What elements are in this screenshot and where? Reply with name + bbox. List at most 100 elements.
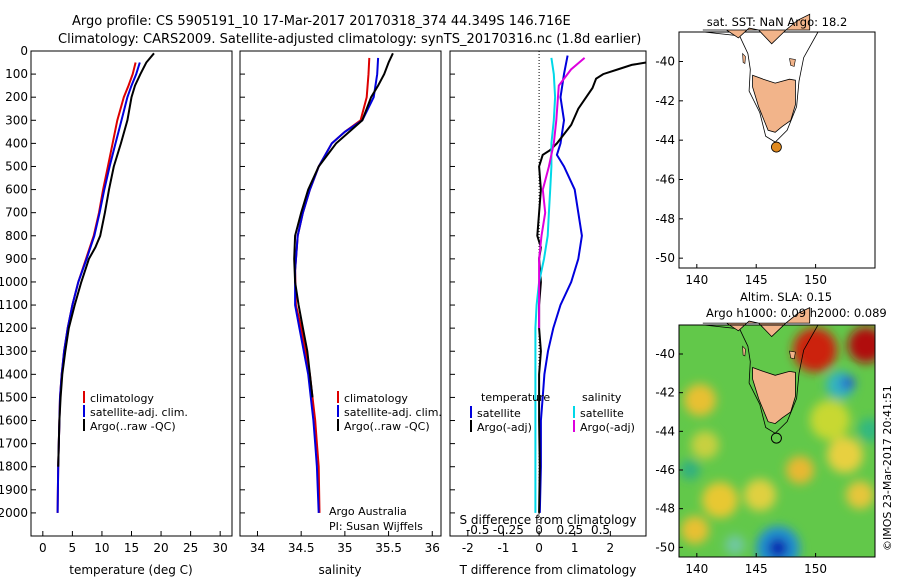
y-tick-label: -42 [655,94,675,108]
x-tick-label: 35.5 [375,541,402,555]
y-tick-label: -48 [655,212,675,226]
y-tick-label: 1300 [0,344,28,358]
x-tick-label: 35 [337,541,352,555]
sla-blobs [680,327,875,557]
legend-label: satellite-adj. clim. [90,406,188,419]
difference-plot: -2 -1 0 1 2 -0.5 -0.25 0 0.25 0.5 temperature salin… [450,50,647,555]
series-line [57,52,155,467]
x-tick-label: 25 [183,541,198,555]
y-tick-label: 500 [5,159,28,173]
salinity-annotation-line1: Argo Australia [329,505,407,518]
series-line [538,57,586,329]
x-tick-label: 1 [571,541,579,555]
legend-label: satellite [477,407,521,420]
salinity-plot: 34 34.5 35 35.5 36 climatologysatellite-adj. … [240,50,442,555]
sla-anomaly-blob [841,376,855,390]
sst-map-title: sat. SST: NaN Argo: 18.2 [707,15,848,29]
x-tick-label: 2 [607,541,615,555]
x-tick-label: 145 [745,273,768,287]
y-tick-label: 1400 [0,367,28,381]
y-tick-label: 300 [5,113,28,127]
x-tick-label: 10 [94,541,109,555]
king-island-land [742,52,746,64]
y-tick-label: 100 [5,67,28,81]
x-tick-label-salinity: 0.5 [591,523,610,537]
legend-label: Argo(-adj) [580,421,635,434]
king-island-land [742,345,746,357]
x-tick-label: 34 [250,541,265,555]
y-tick-label: -40 [655,55,675,69]
x-tick-label-salinity: 0 [535,523,543,537]
sla-anomaly-blob [680,460,700,480]
figure-title-line1: Argo profile: CS 5905191_10 17-Mar-2017 … [72,14,571,29]
difference-top-xlabel: S difference from climatology [460,513,637,527]
y-tick-label: -48 [655,502,675,516]
series-line [56,62,141,513]
legend-label: Argo(-adj) [477,421,532,434]
y-tick-label: -44 [655,133,675,147]
y-tick-label: 1500 [0,390,28,404]
series-line [293,52,394,398]
x-tick-label: 20 [153,541,168,555]
tasmania-land [752,74,796,133]
series-line [294,57,371,513]
mainland-land [702,306,811,338]
x-tick-label-salinity: -0.25 [493,523,524,537]
y-tick-label: 1200 [0,321,28,335]
x-tick-label: 145 [745,562,768,576]
legend-group-title: salinity [582,391,622,404]
difference-xlabel: T difference from climatology [459,563,637,577]
salinity-panel-frame [239,50,442,537]
series-line [534,57,557,513]
sla-anomaly-blob [691,431,719,459]
flinders-island-land [789,58,796,67]
y-tick-label: 1100 [0,298,28,312]
y-tick-label: -50 [655,251,675,265]
y-tick-label: 600 [5,183,28,197]
y-tick-label: 800 [5,229,28,243]
imos-side-label: ©IMOS 23-Mar-2017 20:41:51 [881,385,894,551]
y-tick-label: 1900 [0,483,28,497]
y-tick-label: 200 [5,90,28,104]
sla-anomaly-blob [768,538,788,557]
sla-anomaly-blob [848,327,875,363]
y-tick-label: -46 [655,173,675,187]
x-tick-label: 15 [124,541,139,555]
y-tick-label: -44 [655,424,675,438]
sla-anomaly-blob [793,328,837,372]
sla-map: 140 145 150 -40 -42 -44 -46 -48 -50 [655,306,876,576]
x-tick-label: 150 [804,273,827,287]
flinders-island-land [789,350,796,360]
x-tick-label-salinity: 0.25 [556,523,583,537]
x-tick-label-salinity: -0.5 [466,523,489,537]
y-tick-label: -40 [655,347,675,361]
mainland-land [702,13,811,45]
sla-map-border [678,324,876,558]
salinity-xlabel: salinity [318,563,361,577]
salinity-annotation-line2: PI: Susan Wijffels [329,520,423,533]
series-line [536,61,647,513]
sst-map: 140 145 150 -40 -42 -44 -46 -48 -50 [655,13,827,287]
x-tick-label: -2 [462,541,474,555]
difference-panel-frame [449,50,647,537]
x-tick-label: -1 [497,541,509,555]
figure-title-line2: Climatology: CARS2009. Satellite-adjuste… [58,32,641,47]
x-tick-label: 5 [69,541,77,555]
y-tick-label: 1800 [0,460,28,474]
sla-anomaly-blob [786,456,814,484]
temperature-plot: 0 5 10 15 20 25 300100200300400500600700800900… [0,44,228,555]
sla-map-title-line2: Argo h1000: 0.09 h2000: 0.089 [706,306,887,320]
sla-anomaly-blob [681,516,709,544]
x-tick-label: 0 [39,541,47,555]
y-tick-label: -46 [655,463,675,477]
x-tick-label: 30 [213,541,228,555]
sla-anomaly-blob [827,437,863,473]
y-tick-label: 700 [5,206,28,220]
sla-anomaly-blob [810,400,850,440]
y-tick-label: 2000 [0,506,28,520]
argo-float-marker [771,141,782,153]
shelf-contour [703,324,819,434]
x-tick-label: 34.5 [288,541,315,555]
sla-anomaly-blob [858,418,875,442]
temperature-panel-frame [30,50,233,537]
